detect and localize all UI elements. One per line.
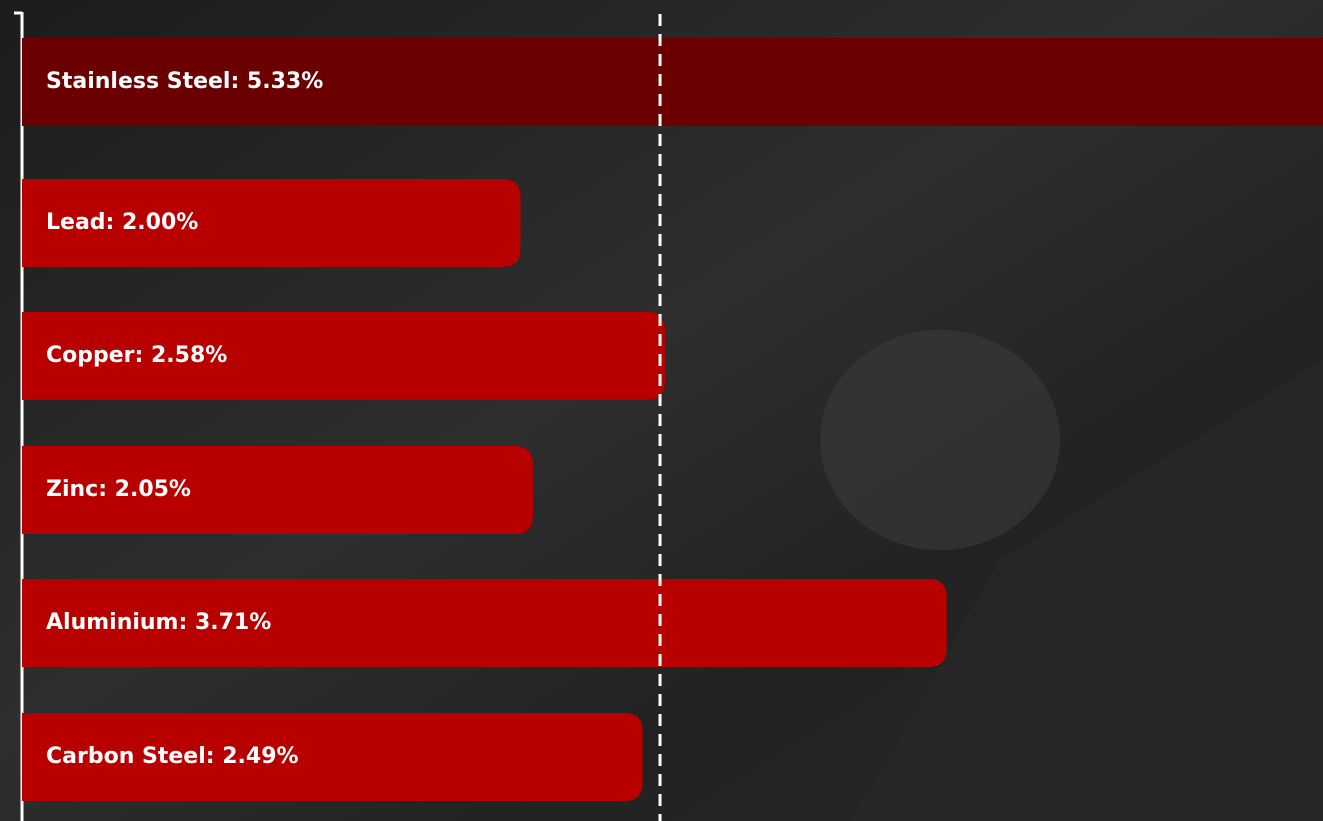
bar-label: Lead: 2.00% xyxy=(46,210,198,235)
bar xyxy=(22,446,533,534)
bar-label: Stainless Steel: 5.33% xyxy=(46,69,323,94)
bar-label: Carbon Steel: 2.49% xyxy=(46,744,299,769)
bar xyxy=(22,713,643,801)
bar xyxy=(22,38,1323,126)
bar xyxy=(22,179,521,267)
bar xyxy=(22,579,947,667)
bar xyxy=(22,312,666,400)
bar-label: Aluminium: 3.71% xyxy=(46,610,271,635)
bar-label: Zinc: 2.05% xyxy=(46,477,191,502)
bar-label: Copper: 2.58% xyxy=(46,343,227,368)
background-shape xyxy=(820,330,1060,550)
background-shape xyxy=(850,360,1323,821)
